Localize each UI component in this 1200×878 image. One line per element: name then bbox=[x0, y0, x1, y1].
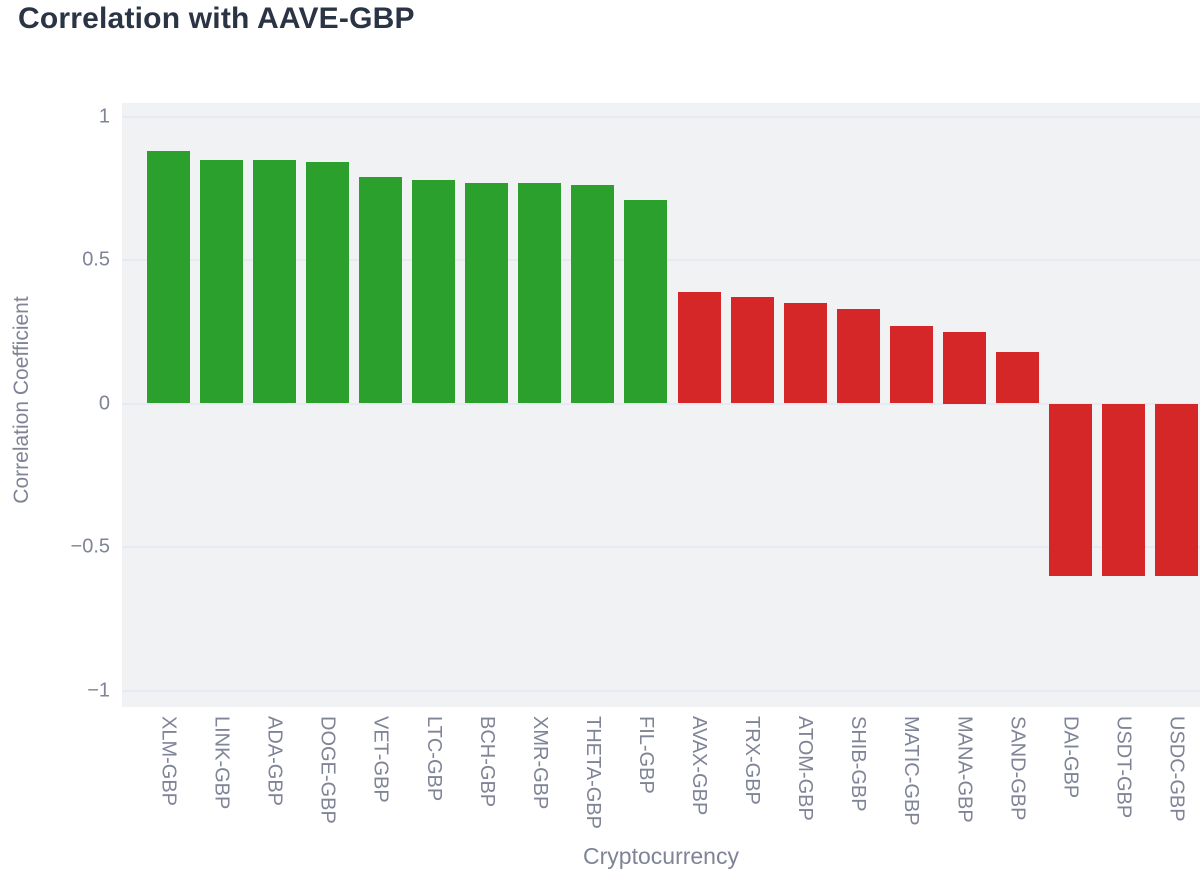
bar-usdt-gbp[interactable] bbox=[1101, 403, 1145, 576]
bar-bch-gbp[interactable] bbox=[465, 182, 509, 404]
bar-ltc-gbp[interactable] bbox=[412, 179, 456, 404]
bar-doge-gbp[interactable] bbox=[306, 162, 350, 404]
x-tick-label: ADA-GBP bbox=[263, 716, 286, 807]
x-tick-label: DOGE-GBP bbox=[316, 716, 339, 824]
plot-area bbox=[122, 103, 1200, 707]
x-tick-label: FIL-GBP bbox=[634, 716, 657, 794]
x-tick-label: SHIB-GBP bbox=[847, 716, 870, 812]
bar-fil-gbp[interactable] bbox=[624, 199, 668, 404]
x-tick-label: DAI-GBP bbox=[1059, 716, 1082, 799]
y-tick-label: 1 bbox=[98, 105, 110, 127]
y-tick-label: 0.5 bbox=[82, 248, 110, 271]
bar-usdc-gbp[interactable] bbox=[1154, 403, 1198, 576]
x-tick-label: VET-GBP bbox=[369, 716, 392, 803]
x-tick-label: XLM-GBP bbox=[157, 716, 180, 807]
x-tick-label: MANA-GBP bbox=[953, 716, 976, 823]
x-tick-label: TRX-GBP bbox=[741, 716, 764, 805]
x-tick-label: BCH-GBP bbox=[475, 716, 498, 808]
y-tick-label: −0.5 bbox=[70, 535, 110, 558]
bar-xlm-gbp[interactable] bbox=[147, 150, 190, 404]
bar-theta-gbp[interactable] bbox=[571, 185, 615, 404]
bar-matic-gbp[interactable] bbox=[889, 326, 933, 404]
x-tick-label: USDC-GBP bbox=[1165, 716, 1188, 822]
y-tick-label: 0 bbox=[98, 392, 110, 414]
bar-avax-gbp[interactable] bbox=[677, 291, 721, 404]
x-tick-label: USDT-GBP bbox=[1112, 716, 1135, 819]
x-tick-label: SAND-GBP bbox=[1006, 716, 1029, 821]
gridline bbox=[122, 689, 1200, 692]
x-tick-label: LTC-GBP bbox=[422, 716, 445, 802]
bar-dai-gbp[interactable] bbox=[1048, 403, 1092, 576]
x-tick-label: AVAX-GBP bbox=[688, 716, 710, 816]
bar-shib-gbp[interactable] bbox=[836, 308, 880, 404]
x-tick-label: XMR-GBP bbox=[528, 716, 551, 810]
x-tick-label: MATIC-GBP bbox=[900, 716, 923, 826]
bar-mana-gbp[interactable] bbox=[942, 331, 986, 404]
x-tick-label: LINK-GBP bbox=[210, 716, 233, 810]
chart-title: Correlation with AAVE-GBP bbox=[18, 2, 415, 35]
x-tick-label: THETA-GBP bbox=[581, 716, 604, 829]
bar-xmr-gbp[interactable] bbox=[518, 182, 562, 404]
x-axis-title: Cryptocurrency bbox=[583, 843, 739, 869]
x-tick-label: ATOM-GBP bbox=[794, 716, 817, 821]
bar-sand-gbp[interactable] bbox=[995, 351, 1039, 404]
gridline bbox=[122, 402, 1200, 405]
bar-vet-gbp[interactable] bbox=[359, 176, 403, 404]
y-tick-label: −1 bbox=[87, 679, 110, 701]
gridline bbox=[122, 546, 1200, 548]
bar-atom-gbp[interactable] bbox=[783, 303, 827, 404]
bar-ada-gbp[interactable] bbox=[253, 159, 297, 404]
gridline bbox=[122, 115, 1200, 118]
bar-link-gbp[interactable] bbox=[200, 159, 244, 404]
bar-trx-gbp[interactable] bbox=[730, 297, 774, 404]
